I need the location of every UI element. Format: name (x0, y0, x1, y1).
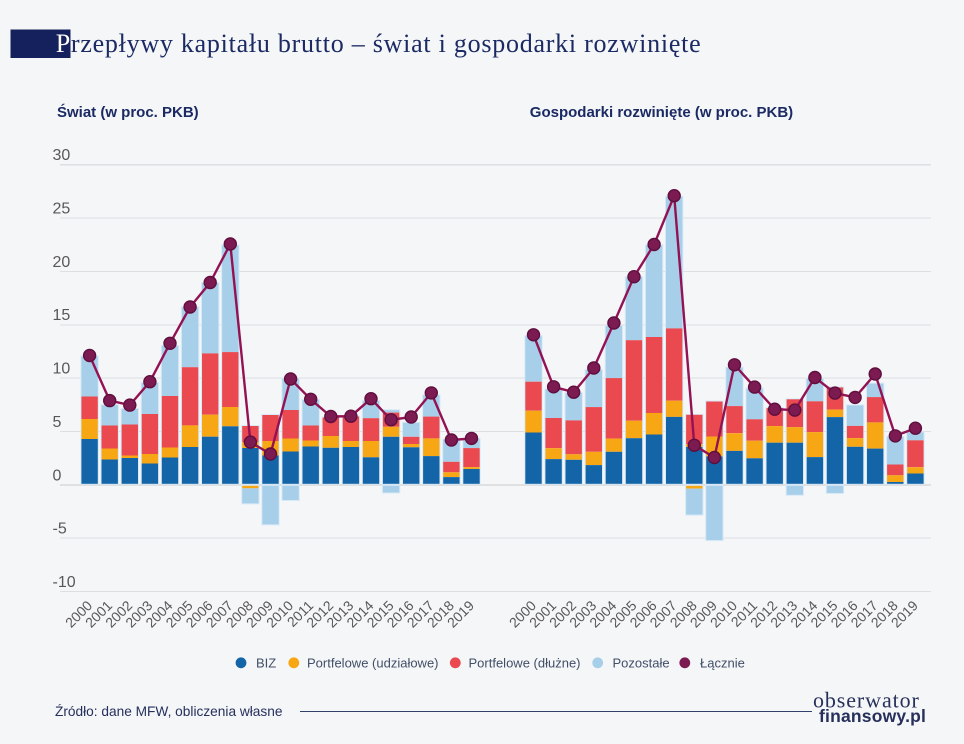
svg-text:Przepływy kapitału brutto – św: Przepływy kapitału brutto – świat i gosp… (56, 29, 702, 58)
svg-text:15: 15 (53, 307, 71, 324)
svg-text:obserwator: obserwator (813, 688, 920, 713)
svg-text:Pozostałe: Pozostałe (613, 656, 670, 671)
svg-text:0: 0 (53, 467, 62, 484)
svg-text:Łącznie: Łącznie (700, 656, 745, 671)
svg-text:30: 30 (53, 147, 71, 164)
svg-text:Portfelowe (udziałowe): Portfelowe (udziałowe) (307, 656, 439, 671)
svg-text:finansowy.pl: finansowy.pl (819, 706, 926, 726)
svg-text:Świat (w proc. PKB): Świat (w proc. PKB) (57, 103, 199, 121)
svg-text:Źródło: dane MFW, obliczenia w: Źródło: dane MFW, obliczenia własne (55, 704, 282, 719)
svg-text:20: 20 (53, 254, 71, 271)
svg-text:-10: -10 (53, 574, 76, 591)
svg-text:10: 10 (53, 361, 71, 378)
svg-text:5: 5 (53, 414, 62, 431)
svg-text:25: 25 (53, 201, 71, 218)
svg-text:Portfelowe (dłużne): Portfelowe (dłużne) (469, 656, 581, 671)
svg-text:-5: -5 (53, 521, 67, 538)
svg-text:Gospodarki rozwinięte (w proc.: Gospodarki rozwinięte (w proc. PKB) (530, 104, 793, 121)
svg-text:BIZ: BIZ (256, 656, 276, 671)
